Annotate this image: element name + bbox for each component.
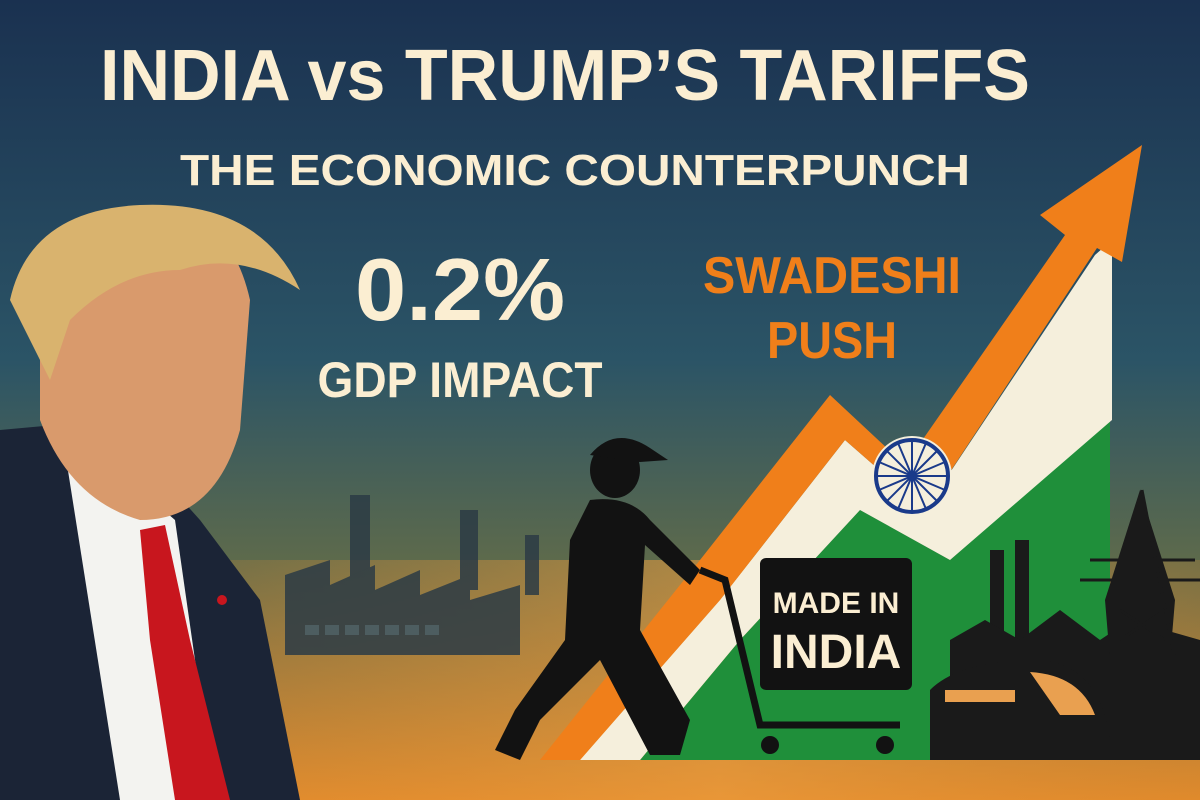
stat-label: GDP IMPACT (318, 352, 603, 408)
factory-silhouette (285, 495, 539, 655)
arrow-white (580, 240, 1112, 760)
slogan-line: PUSH (767, 312, 897, 370)
slogan-line: SWADESHI (703, 247, 961, 305)
subtitle: THE ECONOMIC COUNTERPUNCH (180, 146, 970, 195)
shopping-cart (698, 558, 912, 754)
sign-line: INDIA (771, 626, 902, 679)
stat-value: 0.2% (355, 240, 565, 339)
ashoka-chakra (872, 436, 952, 516)
politician-figure (0, 204, 300, 800)
factory-windows (305, 625, 439, 635)
worker-silhouette (495, 438, 700, 760)
title: INDIA vs TRUMP’S TARIFFS (100, 36, 1030, 116)
train (930, 660, 1110, 760)
sign-line: MADE IN (773, 587, 900, 620)
arrow-orange (540, 145, 1142, 760)
pylon (1080, 489, 1200, 661)
